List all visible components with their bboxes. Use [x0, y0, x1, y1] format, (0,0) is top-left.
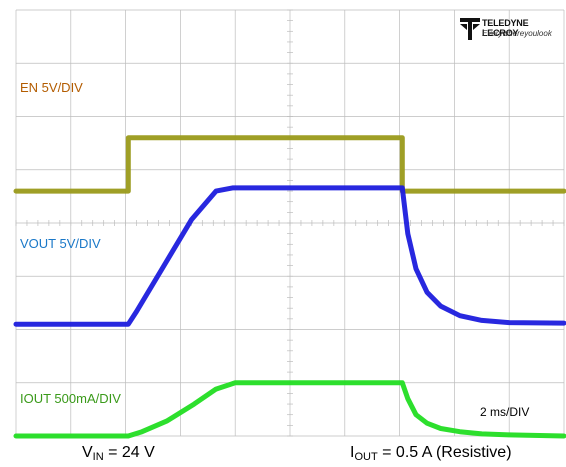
- traces: [13, 135, 566, 439]
- vout-channel-label: VOUT 5V/DIV: [20, 236, 101, 251]
- timebase-label: 2 ms/DIV: [480, 405, 530, 419]
- iout-trace: [13, 380, 566, 439]
- brand-tagline: Everywhereyoulook: [482, 29, 552, 38]
- iout-channel-label: IOUT 500mA/DIV: [20, 391, 121, 406]
- graticule: [15, 9, 565, 437]
- teledyne-logo-icon: [460, 18, 480, 40]
- oscilloscope-screen: [13, 9, 566, 439]
- teledyne-lecroy-logo: TELEDYNE LECROY Everywhereyoulook: [460, 18, 552, 45]
- vin-label: VIN = 24 V: [82, 444, 155, 463]
- vout-trace: [13, 185, 566, 327]
- brand-name: TELEDYNE LECROY: [482, 18, 529, 38]
- en-trace: [13, 135, 566, 194]
- iout-condition-label: IOUT = 0.5 A (Resistive): [350, 444, 512, 463]
- en-channel-label: EN 5V/DIV: [20, 80, 83, 95]
